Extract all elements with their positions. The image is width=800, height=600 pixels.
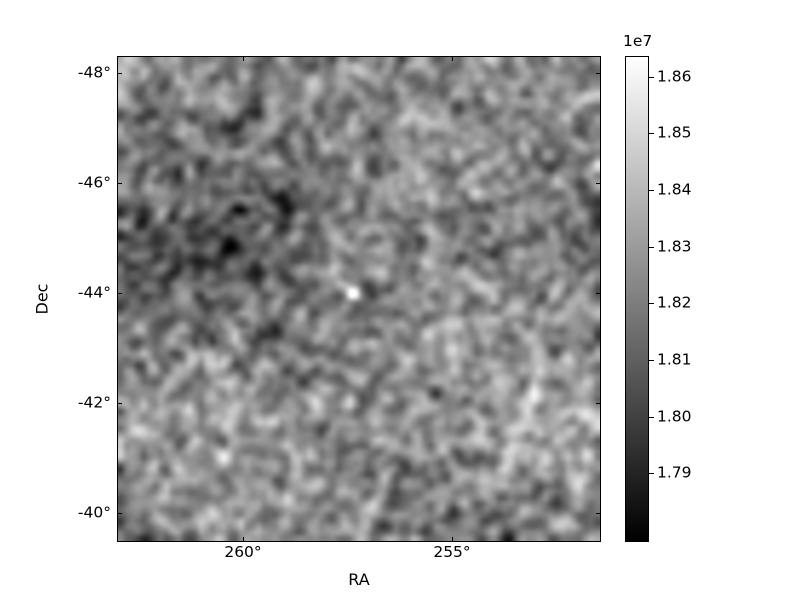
y-tick-mark-right bbox=[596, 403, 601, 404]
colorbar-tick-label: 1.83 bbox=[657, 237, 692, 256]
colorbar-tick-label: 1.82 bbox=[657, 293, 692, 312]
colorbar-tick-mark bbox=[649, 133, 654, 134]
y-tick-mark bbox=[117, 403, 122, 404]
y-tick-mark-right bbox=[596, 513, 601, 514]
colorbar-tick-mark bbox=[649, 360, 654, 361]
colorbar-tick-mark bbox=[649, 303, 654, 304]
sky-image-axes[interactable] bbox=[117, 56, 601, 542]
y-tick-label: -44° bbox=[77, 283, 111, 302]
y-axis-label: Dec bbox=[32, 283, 52, 315]
y-tick-label: -42° bbox=[77, 393, 111, 412]
colorbar-tick-mark bbox=[649, 473, 654, 474]
colorbar-tick-mark bbox=[649, 77, 654, 78]
x-tick-label: 260° bbox=[224, 543, 262, 561]
colorbar-tick-label: 1.86 bbox=[657, 67, 692, 86]
colorbar-tick-label: 1.80 bbox=[657, 407, 692, 426]
y-tick-label: -46° bbox=[77, 173, 111, 192]
x-tick-mark-top bbox=[452, 56, 453, 61]
colorbar-tick-mark bbox=[649, 247, 654, 248]
y-tick-mark-right bbox=[596, 293, 601, 294]
y-tick-label: -48° bbox=[77, 63, 111, 82]
y-tick-mark-right bbox=[596, 73, 601, 74]
colorbar-tick-label: 1.84 bbox=[657, 180, 692, 199]
y-tick-mark bbox=[117, 183, 122, 184]
y-tick-mark-right bbox=[596, 183, 601, 184]
colorbar-tick-label: 1.81 bbox=[657, 350, 692, 369]
x-axis-label: RA bbox=[348, 570, 370, 589]
x-tick-label: 255° bbox=[433, 543, 471, 561]
colorbar-tick-mark bbox=[649, 417, 654, 418]
y-tick-mark bbox=[117, 73, 122, 74]
colorbar-axes[interactable] bbox=[625, 56, 649, 542]
x-tick-mark bbox=[452, 537, 453, 542]
x-tick-mark-top bbox=[243, 56, 244, 61]
y-tick-mark bbox=[117, 293, 122, 294]
colorbar-tick-mark bbox=[649, 190, 654, 191]
y-tick-label: -40° bbox=[77, 503, 111, 522]
colorbar-offset-text: 1e7 bbox=[623, 32, 653, 50]
colorbar-tick-label: 1.79 bbox=[657, 463, 692, 482]
sky-intensity-heatmap bbox=[118, 57, 600, 541]
colorbar-gradient bbox=[626, 57, 648, 541]
y-tick-mark bbox=[117, 513, 122, 514]
colorbar-tick-label: 1.85 bbox=[657, 123, 692, 142]
x-tick-mark bbox=[243, 537, 244, 542]
